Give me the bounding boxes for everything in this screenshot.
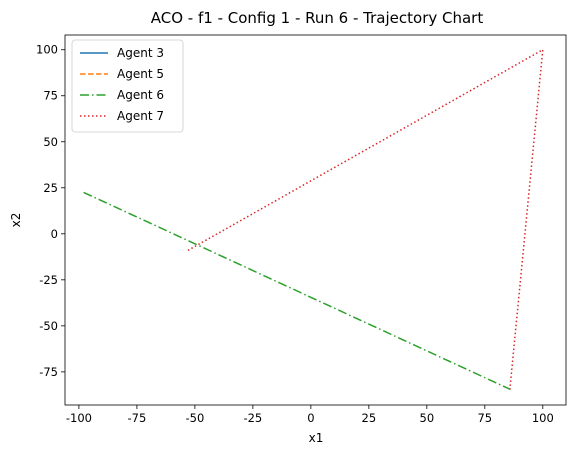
x-tick-label: -50 [185,411,204,425]
y-tick-label: -25 [39,273,58,287]
y-tick-label: 25 [43,181,58,195]
series-layer [83,48,544,391]
legend-item-label: Agent 6 [117,88,164,102]
y-axis-label: x2 [9,213,23,228]
legend-item-label: Agent 7 [117,109,164,123]
legend-box [71,39,184,133]
y-tick-label: -75 [39,365,58,379]
y-tick-label: 100 [36,43,58,57]
x-tick-label: -75 [128,411,147,425]
x-axis: -100 -75 -50 -25 0 25 50 75 100 [66,405,554,425]
x-tick-label: 75 [477,411,492,425]
x-axis-label: x1 [309,431,324,445]
legend: Agent 3 Agent 5 Agent 6 Agent 7 [71,39,184,133]
x-tick-label: 0 [307,411,314,425]
series-line-agent-7 [187,48,544,390]
plot-area [64,34,567,406]
y-axis: -75 -50 -25 0 25 50 75 100 [36,43,65,379]
legend-item-label: Agent 3 [117,46,164,60]
x-tick-label: -25 [243,411,262,425]
series-line-agent-6 [83,191,511,391]
y-tick-label: -50 [39,319,58,333]
x-tick-label: 25 [362,411,377,425]
chart-title: ACO - f1 - Config 1 - Run 6 - Trajectory… [151,9,484,27]
x-tick-label: 50 [420,411,435,425]
y-tick-label: 50 [43,135,58,149]
y-tick-label: 75 [43,89,58,103]
x-tick-label: 100 [532,411,554,425]
x-tick-label: -100 [66,411,92,425]
y-tick-label: 0 [51,227,58,241]
legend-item-label: Agent 5 [117,67,164,81]
